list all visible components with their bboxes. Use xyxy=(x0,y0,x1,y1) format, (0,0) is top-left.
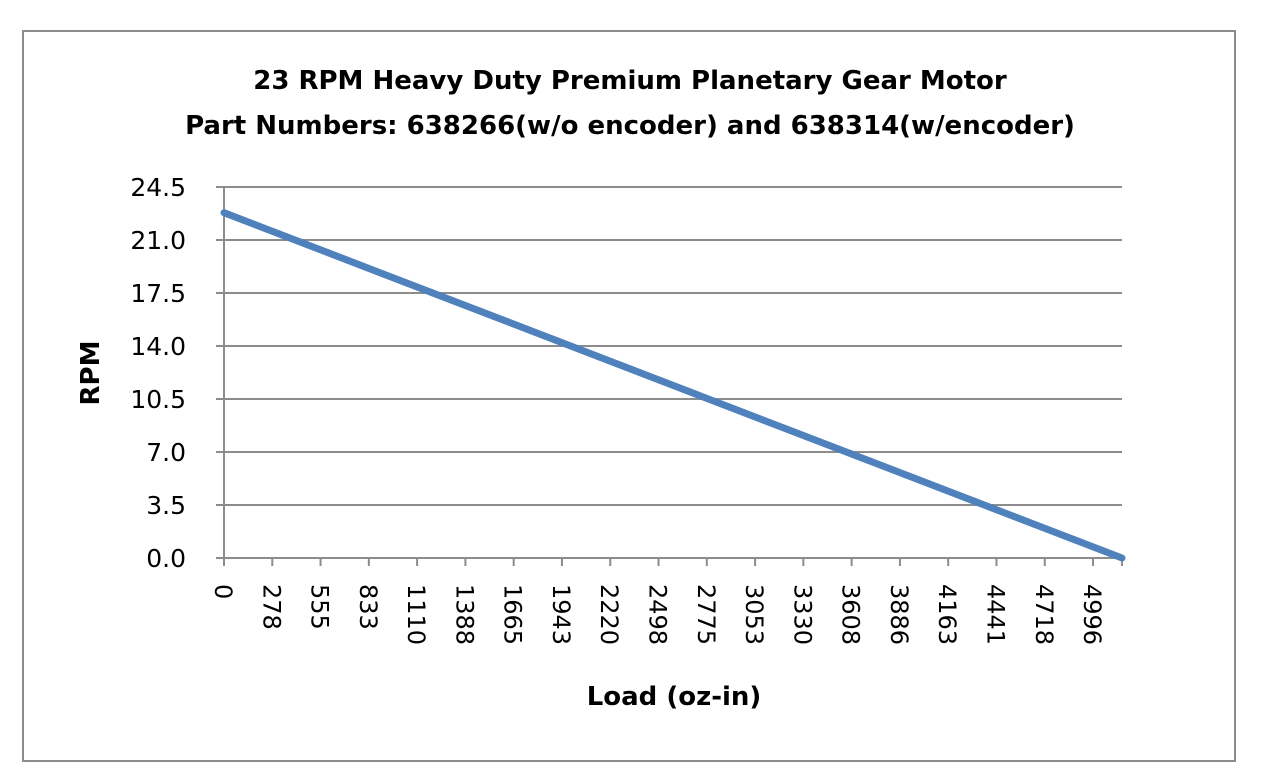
x-tick-label: 0 xyxy=(209,584,237,599)
x-tick-labels: 0 278 555 833 1110 1388 1665 1943 2220 2498 2775 30… xyxy=(209,584,1106,645)
x-tick-label: 2775 xyxy=(692,584,720,645)
x-tick-label: 3053 xyxy=(740,584,768,645)
chart-title: 23 RPM Heavy Duty Premium Planetary Gear… xyxy=(253,66,1007,96)
x-tick-label: 3608 xyxy=(837,584,865,645)
series-layer xyxy=(220,209,1126,562)
y-tick-label: 14.0 xyxy=(130,332,186,361)
x-tick-label: 1943 xyxy=(547,584,575,645)
x-tick-label: 2220 xyxy=(595,584,623,645)
x-tick-label: 1665 xyxy=(499,584,527,645)
y-tick-labels: 0.0 3.5 7.0 10.5 14.0 17.5 21.0 24.5 xyxy=(130,173,186,573)
y-tick-label: 10.5 xyxy=(130,385,186,414)
x-tick-label: 833 xyxy=(354,584,382,630)
x-tick-label: 4996 xyxy=(1078,584,1106,645)
x-tick-label: 278 xyxy=(257,584,285,630)
axes xyxy=(216,186,1123,566)
x-tick-label: 4441 xyxy=(981,584,1009,645)
y-tick-label: 24.5 xyxy=(130,173,186,202)
gridlines xyxy=(224,186,1122,506)
series-line xyxy=(220,209,1126,562)
y-tick-label: 21.0 xyxy=(130,226,186,255)
x-tick-label: 4718 xyxy=(1030,584,1058,645)
y-axis-title: RPM xyxy=(76,341,106,406)
x-axis-title: Load (oz-in) xyxy=(587,682,762,712)
y-tick-label: 0.0 xyxy=(146,544,186,573)
x-tick-label: 1388 xyxy=(450,584,478,645)
x-tick-label: 2498 xyxy=(644,584,672,645)
x-tick-label: 3330 xyxy=(788,584,816,645)
y-tick-label: 3.5 xyxy=(146,491,186,520)
chart-subtitle: Part Numbers: 638266(w/o encoder) and 63… xyxy=(185,111,1075,141)
x-tick-label: 1110 xyxy=(402,584,430,645)
y-tick-label: 7.0 xyxy=(146,438,186,467)
y-tick-label: 17.5 xyxy=(130,279,186,308)
x-tick-label: 555 xyxy=(306,584,334,630)
x-tick-label: 3886 xyxy=(885,584,913,645)
x-tick-label: 4163 xyxy=(933,584,961,645)
